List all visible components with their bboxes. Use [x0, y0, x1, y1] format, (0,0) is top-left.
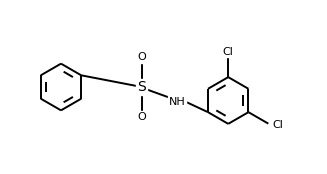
- Text: O: O: [138, 52, 146, 62]
- Text: O: O: [138, 112, 146, 122]
- Text: Cl: Cl: [223, 46, 234, 57]
- Text: NH: NH: [169, 97, 185, 107]
- Text: S: S: [138, 80, 146, 94]
- Text: Cl: Cl: [272, 120, 283, 130]
